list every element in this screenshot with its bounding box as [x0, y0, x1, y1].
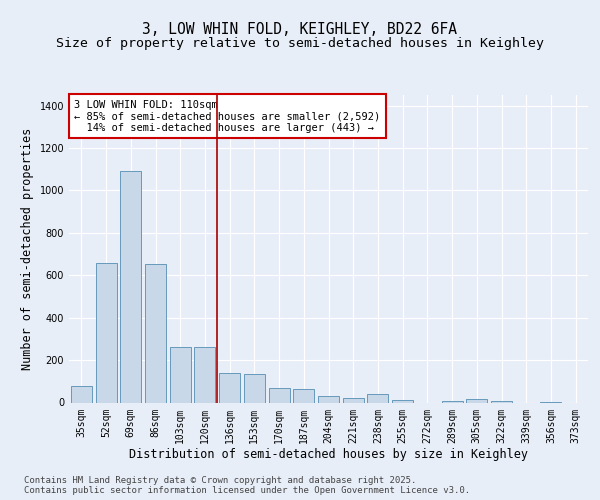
Y-axis label: Number of semi-detached properties: Number of semi-detached properties [21, 128, 34, 370]
Bar [343, 398, 364, 402]
Bar [95, 262, 116, 402]
Bar [293, 388, 314, 402]
Text: 3, LOW WHIN FOLD, KEIGHLEY, BD22 6FA: 3, LOW WHIN FOLD, KEIGHLEY, BD22 6FA [143, 22, 458, 38]
Bar [120, 172, 141, 402]
Bar [367, 394, 388, 402]
Bar [269, 388, 290, 402]
Bar [392, 400, 413, 402]
Bar [71, 386, 92, 402]
X-axis label: Distribution of semi-detached houses by size in Keighley: Distribution of semi-detached houses by … [129, 448, 528, 461]
Bar [318, 396, 339, 402]
Text: Contains HM Land Registry data © Crown copyright and database right 2025.
Contai: Contains HM Land Registry data © Crown c… [24, 476, 470, 495]
Bar [442, 401, 463, 402]
Bar [194, 348, 215, 403]
Bar [466, 398, 487, 402]
Text: Size of property relative to semi-detached houses in Keighley: Size of property relative to semi-detach… [56, 38, 544, 51]
Text: 3 LOW WHIN FOLD: 110sqm
← 85% of semi-detached houses are smaller (2,592)
  14% : 3 LOW WHIN FOLD: 110sqm ← 85% of semi-de… [74, 100, 380, 133]
Bar [219, 373, 240, 402]
Bar [145, 264, 166, 402]
Bar [244, 374, 265, 402]
Bar [170, 348, 191, 403]
